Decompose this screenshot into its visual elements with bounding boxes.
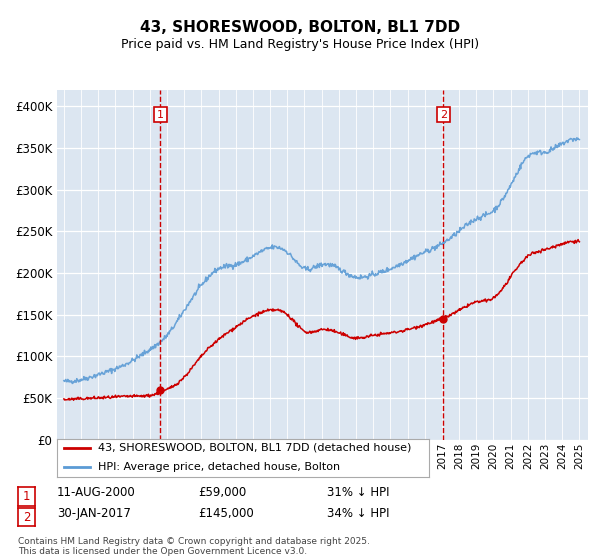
Text: 1: 1 bbox=[157, 110, 164, 120]
Text: Contains HM Land Registry data © Crown copyright and database right 2025.
This d: Contains HM Land Registry data © Crown c… bbox=[18, 537, 370, 557]
Text: 2: 2 bbox=[440, 110, 447, 120]
Text: HPI: Average price, detached house, Bolton: HPI: Average price, detached house, Bolt… bbox=[98, 462, 340, 472]
Text: 34% ↓ HPI: 34% ↓ HPI bbox=[327, 507, 389, 520]
Text: 31% ↓ HPI: 31% ↓ HPI bbox=[327, 486, 389, 499]
Text: 11-AUG-2000: 11-AUG-2000 bbox=[57, 486, 136, 499]
Text: 43, SHORESWOOD, BOLTON, BL1 7DD (detached house): 43, SHORESWOOD, BOLTON, BL1 7DD (detache… bbox=[98, 443, 411, 453]
Text: 30-JAN-2017: 30-JAN-2017 bbox=[57, 507, 131, 520]
Text: 2: 2 bbox=[23, 511, 30, 524]
Text: Price paid vs. HM Land Registry's House Price Index (HPI): Price paid vs. HM Land Registry's House … bbox=[121, 38, 479, 50]
Text: £59,000: £59,000 bbox=[198, 486, 246, 499]
Text: £145,000: £145,000 bbox=[198, 507, 254, 520]
Text: 1: 1 bbox=[23, 490, 30, 503]
Text: 43, SHORESWOOD, BOLTON, BL1 7DD: 43, SHORESWOOD, BOLTON, BL1 7DD bbox=[140, 20, 460, 35]
